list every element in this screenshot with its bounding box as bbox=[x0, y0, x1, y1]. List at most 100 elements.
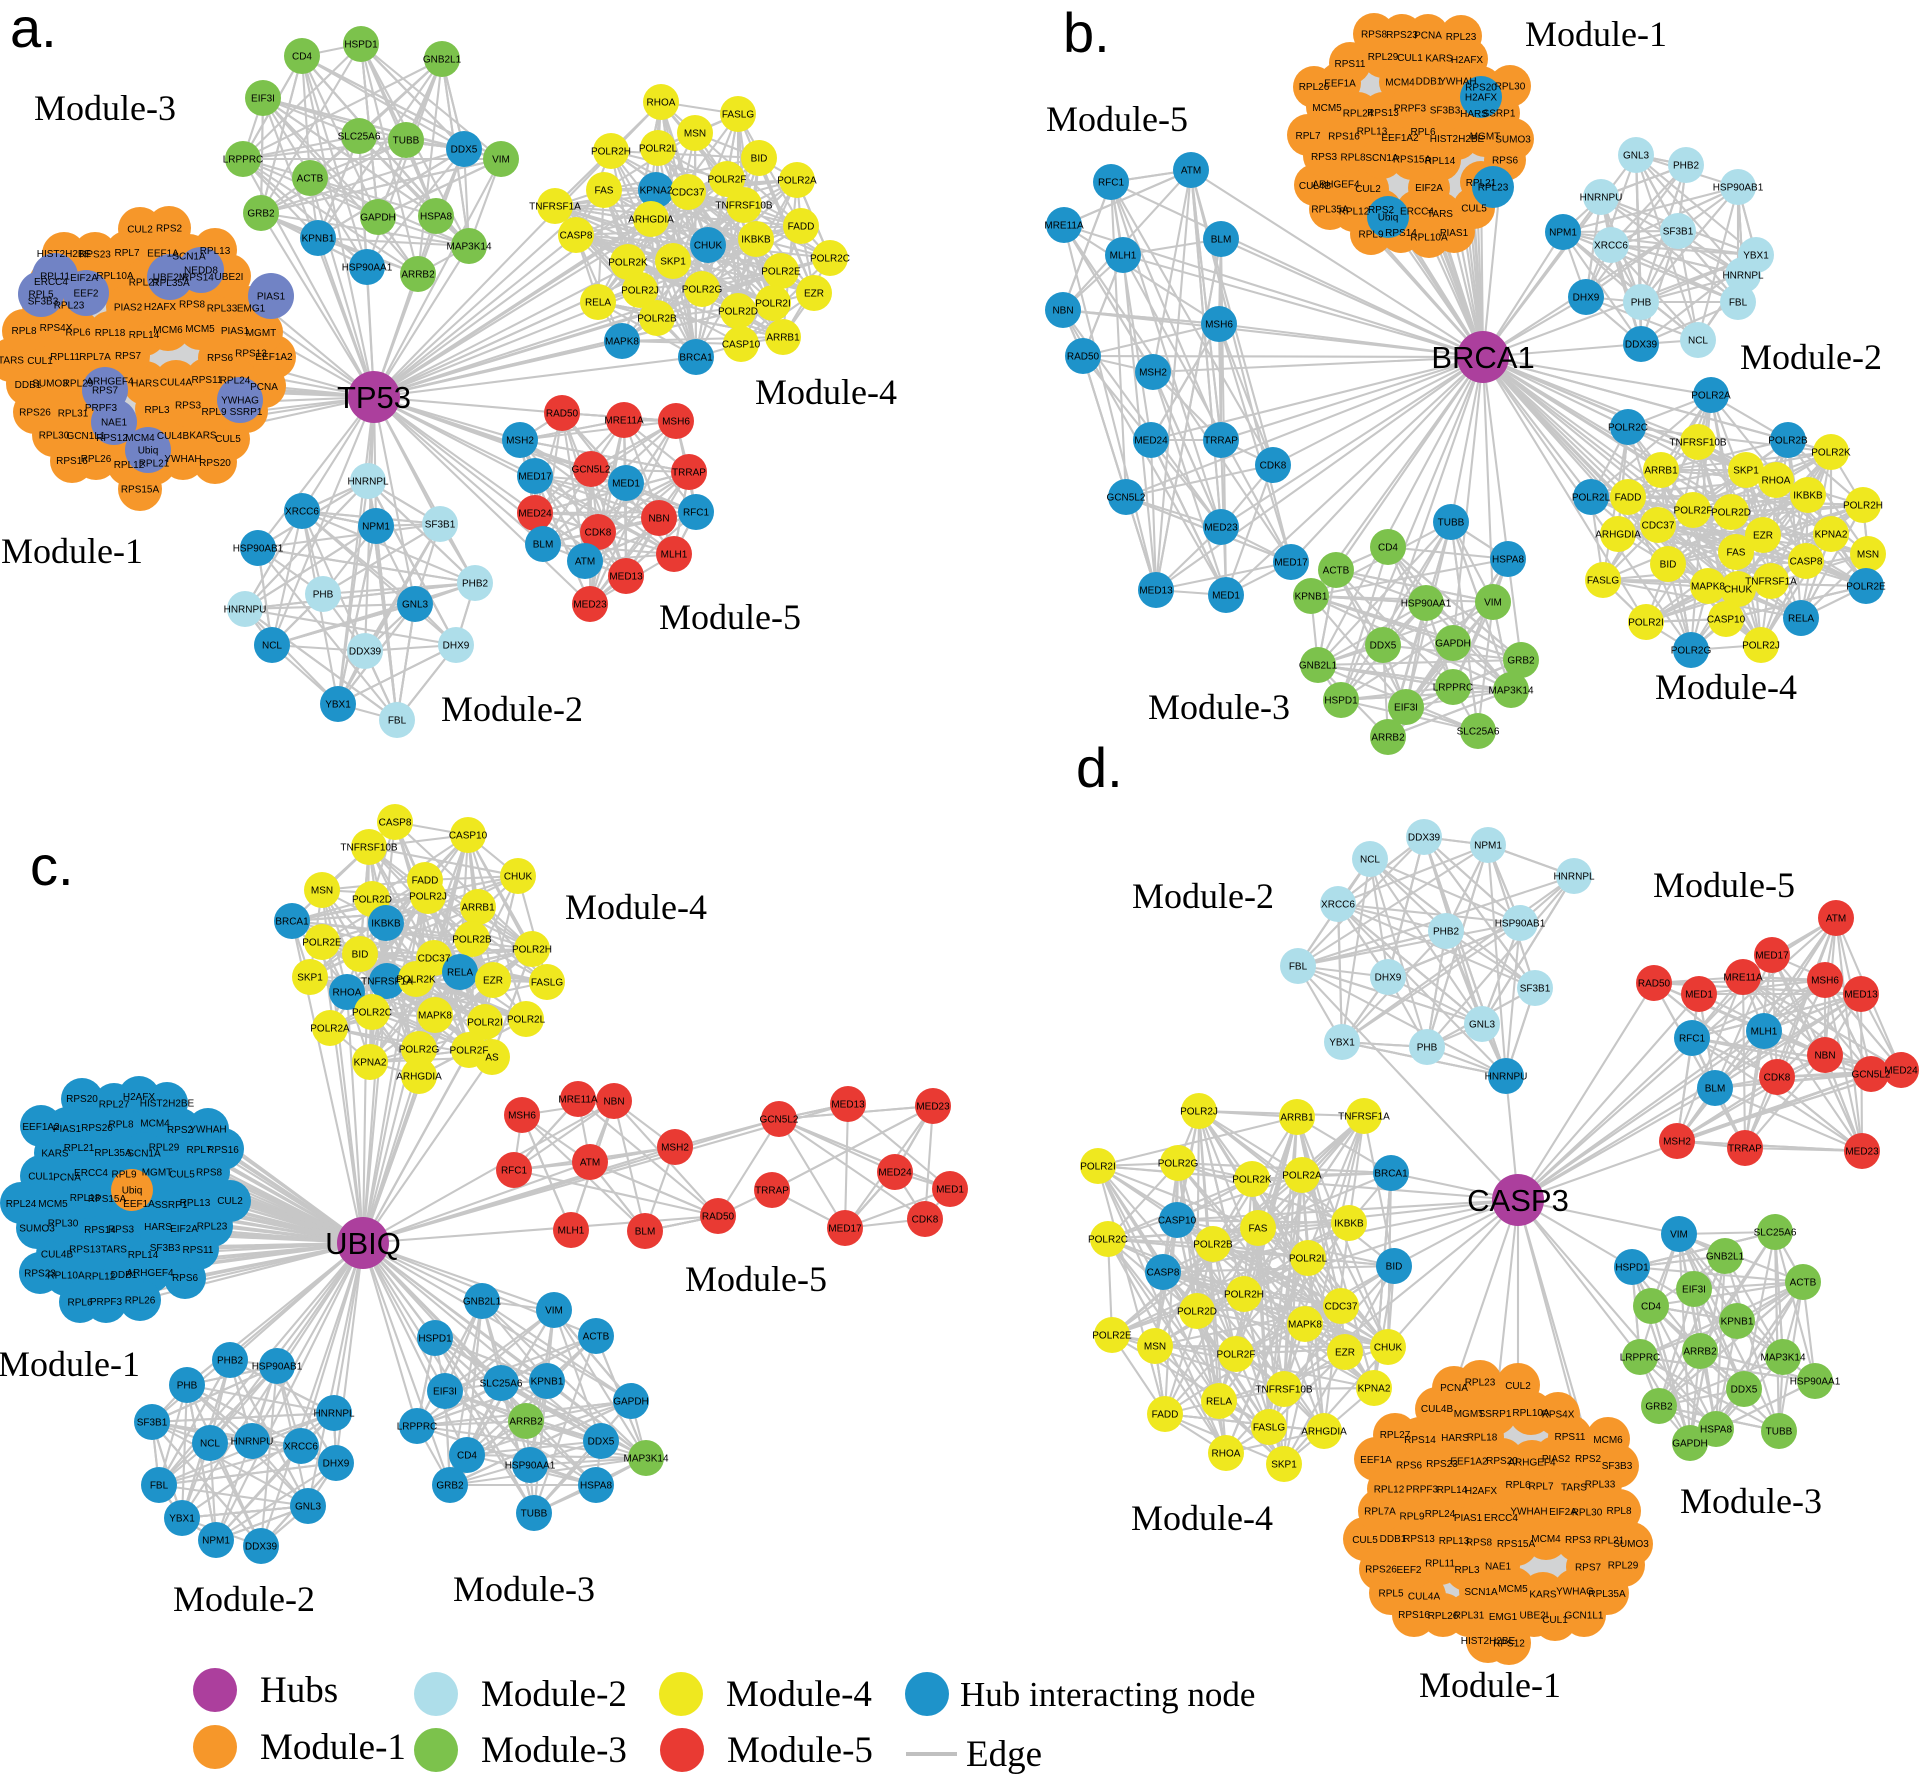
svg-text:FBL: FBL bbox=[150, 1481, 169, 1492]
svg-text:MRE11A: MRE11A bbox=[1044, 221, 1084, 232]
svg-text:CUL5: CUL5 bbox=[1352, 1535, 1378, 1546]
svg-text:RPS13: RPS13 bbox=[1403, 1534, 1435, 1545]
svg-text:NEDD8: NEDD8 bbox=[184, 266, 218, 277]
svg-text:RPL9: RPL9 bbox=[1358, 229, 1383, 240]
svg-text:FBL: FBL bbox=[1289, 962, 1308, 973]
svg-text:CHUK: CHUK bbox=[1724, 585, 1753, 596]
svg-text:MED17: MED17 bbox=[518, 472, 552, 483]
svg-text:NCL: NCL bbox=[262, 641, 282, 652]
svg-text:Module-5: Module-5 bbox=[685, 1259, 827, 1299]
svg-text:TNFRSF1A: TNFRSF1A bbox=[1745, 577, 1797, 588]
svg-text:EEF1A2: EEF1A2 bbox=[1381, 133, 1419, 144]
svg-text:POLR2C: POLR2C bbox=[352, 1008, 392, 1019]
svg-text:RPS3: RPS3 bbox=[175, 401, 202, 412]
svg-text:TUBB: TUBB bbox=[1766, 1427, 1793, 1438]
svg-text:CUL5: CUL5 bbox=[1461, 204, 1487, 215]
svg-text:MCM6: MCM6 bbox=[153, 325, 183, 336]
svg-text:CUL1: CUL1 bbox=[27, 356, 53, 367]
svg-text:KPNB1: KPNB1 bbox=[302, 234, 335, 245]
svg-text:RPL35A: RPL35A bbox=[1311, 205, 1349, 216]
svg-text:ACTB: ACTB bbox=[297, 174, 324, 185]
svg-text:RPS6: RPS6 bbox=[1396, 1461, 1423, 1472]
svg-text:POLR2H: POLR2H bbox=[1843, 501, 1883, 512]
svg-text:SLC25A6: SLC25A6 bbox=[338, 132, 381, 143]
svg-text:NBN: NBN bbox=[603, 1097, 624, 1108]
svg-text:MAPK8: MAPK8 bbox=[605, 337, 639, 348]
svg-text:RPS3: RPS3 bbox=[108, 1225, 135, 1236]
svg-text:VIM: VIM bbox=[545, 1306, 563, 1317]
svg-text:RPS14: RPS14 bbox=[84, 1225, 116, 1236]
svg-text:MCM5: MCM5 bbox=[185, 324, 215, 335]
svg-text:CUL2: CUL2 bbox=[127, 225, 153, 236]
svg-text:NBN: NBN bbox=[1052, 306, 1073, 317]
svg-text:Module-1: Module-1 bbox=[260, 1727, 406, 1768]
svg-text:UBIQ: UBIQ bbox=[325, 1226, 401, 1261]
svg-text:Module-3: Module-3 bbox=[1680, 1481, 1822, 1521]
svg-text:FASLG: FASLG bbox=[531, 978, 563, 989]
svg-text:RPL6: RPL6 bbox=[1505, 1480, 1530, 1491]
svg-text:RPS16: RPS16 bbox=[1398, 1610, 1430, 1621]
svg-text:CDK8: CDK8 bbox=[912, 1215, 939, 1226]
svg-text:EZR: EZR bbox=[804, 289, 824, 300]
svg-text:CUL4B: CUL4B bbox=[41, 1250, 74, 1261]
svg-text:PHB2: PHB2 bbox=[1433, 927, 1460, 938]
svg-text:CUL2: CUL2 bbox=[1355, 184, 1381, 195]
svg-text:DDX5: DDX5 bbox=[451, 145, 478, 156]
svg-text:ARHGEF4: ARHGEF4 bbox=[86, 377, 134, 388]
svg-text:POLR2L: POLR2L bbox=[1572, 493, 1611, 504]
svg-text:SF3B3: SF3B3 bbox=[1602, 1461, 1633, 1472]
svg-text:RPS8: RPS8 bbox=[196, 1168, 223, 1179]
svg-text:RPL29: RPL29 bbox=[63, 378, 94, 389]
svg-text:TRRAP: TRRAP bbox=[1204, 436, 1238, 447]
svg-text:RPS20: RPS20 bbox=[1465, 82, 1497, 93]
svg-text:VIM: VIM bbox=[1484, 598, 1502, 609]
svg-text:RELA: RELA bbox=[1788, 614, 1814, 625]
svg-text:SF3B3: SF3B3 bbox=[150, 1243, 181, 1254]
svg-text:RPS6: RPS6 bbox=[172, 1273, 199, 1284]
svg-text:MED1: MED1 bbox=[1212, 591, 1240, 602]
svg-text:GNB2L1: GNB2L1 bbox=[1299, 661, 1338, 672]
svg-text:RPL8: RPL8 bbox=[108, 1119, 133, 1130]
svg-text:RPS15A: RPS15A bbox=[88, 1194, 127, 1205]
svg-text:MED1: MED1 bbox=[612, 479, 640, 490]
svg-text:RPL30: RPL30 bbox=[1495, 81, 1526, 92]
svg-text:CUL4B: CUL4B bbox=[1421, 1404, 1454, 1415]
svg-text:RPS26: RPS26 bbox=[19, 408, 51, 419]
svg-text:CASP10: CASP10 bbox=[1707, 615, 1746, 626]
svg-text:RPS14: RPS14 bbox=[1385, 228, 1417, 239]
svg-text:POLR2I: POLR2I bbox=[755, 299, 791, 310]
svg-text:GAPDH: GAPDH bbox=[613, 1397, 649, 1408]
svg-text:RPL18: RPL18 bbox=[1467, 1432, 1498, 1443]
svg-text:POLR2C: POLR2C bbox=[1088, 1235, 1128, 1246]
svg-text:H2AFX: H2AFX bbox=[1465, 1486, 1498, 1497]
svg-text:PRPF3: PRPF3 bbox=[85, 403, 118, 414]
svg-text:RPL12: RPL12 bbox=[1374, 1484, 1405, 1495]
svg-text:ARHGDIA: ARHGDIA bbox=[396, 1072, 442, 1083]
svg-text:RPL21: RPL21 bbox=[1466, 178, 1497, 189]
svg-text:EEF1A: EEF1A bbox=[1360, 1455, 1392, 1466]
svg-text:YBX1: YBX1 bbox=[325, 700, 351, 711]
svg-text:POLR2I: POLR2I bbox=[1080, 1162, 1116, 1173]
svg-text:PHB: PHB bbox=[177, 1381, 198, 1392]
svg-text:RPL8: RPL8 bbox=[11, 326, 36, 337]
svg-text:GAPDH: GAPDH bbox=[1672, 1439, 1708, 1450]
svg-text:DDX39: DDX39 bbox=[1408, 833, 1441, 844]
svg-text:FAS: FAS bbox=[595, 186, 614, 197]
svg-text:POLR2K: POLR2K bbox=[1232, 1175, 1272, 1186]
svg-text:POLR2G: POLR2G bbox=[1158, 1159, 1199, 1170]
svg-text:ATM: ATM bbox=[1826, 914, 1846, 925]
svg-text:RPL26: RPL26 bbox=[1428, 1611, 1459, 1622]
svg-text:RPL13: RPL13 bbox=[1439, 1536, 1470, 1547]
svg-text:GNB2L1: GNB2L1 bbox=[1706, 1252, 1745, 1263]
svg-text:MSH6: MSH6 bbox=[1811, 976, 1839, 987]
svg-text:RPL7A: RPL7A bbox=[1364, 1506, 1396, 1517]
svg-text:SUMO3: SUMO3 bbox=[1613, 1539, 1649, 1550]
svg-text:MAP3K14: MAP3K14 bbox=[1760, 1353, 1805, 1364]
svg-text:RPL31: RPL31 bbox=[1454, 1610, 1485, 1621]
svg-text:RPL6: RPL6 bbox=[65, 327, 90, 338]
svg-text:POLR2G: POLR2G bbox=[1671, 646, 1712, 657]
svg-text:RPS4X: RPS4X bbox=[40, 323, 73, 334]
svg-text:SUMO3: SUMO3 bbox=[19, 1224, 55, 1235]
svg-text:LRPPRC: LRPPRC bbox=[223, 155, 264, 166]
svg-text:POLR2F: POLR2F bbox=[708, 175, 747, 186]
